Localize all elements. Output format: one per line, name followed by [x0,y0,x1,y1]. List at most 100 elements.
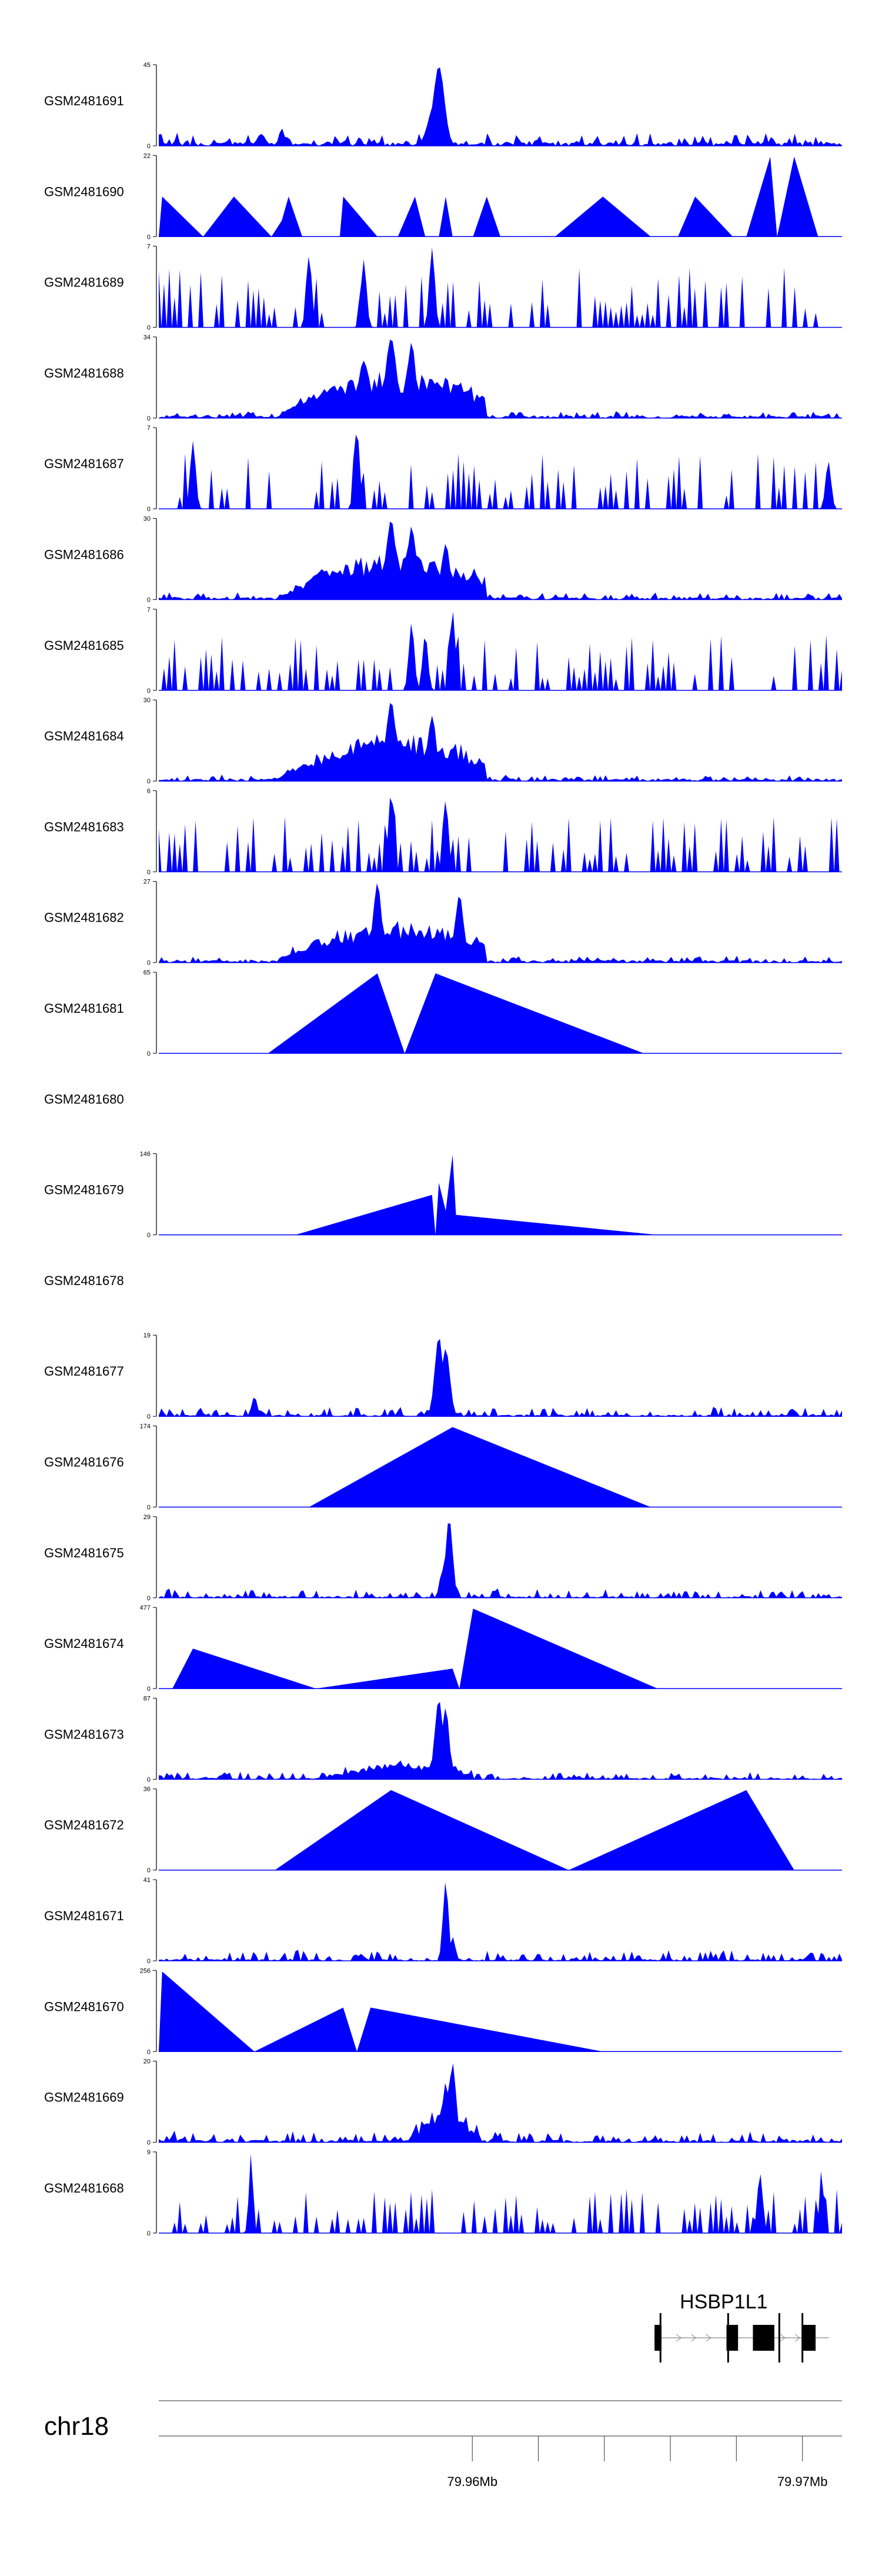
strand-arrow [780,2334,786,2342]
coverage-area [159,2063,842,2143]
y-min-label: 0 [147,778,151,785]
y-max-label: 30 [143,516,151,523]
y-max-label: 20 [143,2058,151,2066]
y-min-label: 0 [147,2140,151,2147]
coverage-area [159,2154,842,2233]
y-max-label: 477 [140,1604,151,1611]
y-max-label: 22 [143,152,151,159]
track-GSM2481671: GSM2481671 41 0 [44,1877,842,1965]
y-max-label: 256 [140,1967,151,1974]
y-min-label: 0 [147,143,151,150]
track-GSM2481688: GSM2481688 34 0 [44,334,842,422]
y-max-label: 7 [147,606,151,613]
exon-2 [726,2325,739,2351]
track-GSM2481674: GSM2481674 477 0 [44,1604,842,1693]
coverage-area [268,973,644,1053]
gene-annotation: HSBP1L1 [654,2291,829,2363]
coverage-area [159,521,842,600]
track-label: GSM2481687 [44,456,124,471]
track-GSM2481683: GSM2481683 6 0 [44,788,842,876]
track-label: GSM2481672 [44,1818,124,1833]
track-label: GSM2481673 [44,1727,124,1741]
track-GSM2481684: GSM2481684 30 0 [44,697,842,785]
y-min-label: 0 [147,869,151,876]
track-GSM2481691: GSM2481691 45 0 [44,62,842,150]
y-max-label: 87 [143,1695,151,1702]
track-GSM2481677: GSM2481677 19 0 [44,1332,842,1420]
coverage-area [159,1701,842,1780]
y-max-label: 30 [143,697,151,704]
y-max-label: 27 [143,879,151,886]
track-label: GSM2481681 [44,1001,124,1016]
y-min-label: 0 [147,415,151,422]
track-GSM2481676: GSM2481676 174 0 [44,1423,842,1511]
y-min-label: 0 [147,1232,151,1239]
track-GSM2481686: GSM2481686 30 0 [44,516,842,604]
track-label: GSM2481688 [44,366,124,381]
strand-arrow [706,2334,711,2342]
y-min-label: 0 [147,1776,151,1783]
strand-arrow [794,2334,801,2342]
strand-arrow [676,2334,681,2342]
y-max-label: 41 [143,1877,151,1884]
coverage-area [159,798,842,872]
y-min-label: 0 [147,1413,151,1420]
y-max-label: 174 [140,1423,151,1430]
track-GSM2481681: GSM2481681 65 0 [44,969,842,1057]
y-min-label: 0 [147,1595,151,1602]
track-label: GSM2481689 [44,275,124,290]
track-GSM2481673: GSM2481673 87 0 [44,1695,842,1783]
y-max-label: 36 [143,1786,151,1793]
track-label: GSM2481674 [44,1636,124,1651]
track-label: GSM2481683 [44,819,124,834]
track-label: GSM2481668 [44,2181,124,2195]
track-GSM2481669: GSM2481669 20 0 [44,2058,842,2147]
y-max-label: 29 [143,1514,151,1521]
track-label: GSM2481679 [44,1183,124,1197]
track-label: GSM2481682 [44,910,124,925]
axis-tick-label: 79.97Mb [777,2474,828,2489]
track-label: GSM2481686 [44,548,124,562]
track-label: GSM2481676 [44,1455,124,1470]
exon-4 [802,2325,816,2351]
y-min-label: 0 [147,233,151,241]
coverage-area [159,434,842,509]
track-GSM2481679: GSM2481679 146 0 [44,1151,842,1239]
track-GSM2481675: GSM2481675 29 0 [44,1514,842,1602]
track-GSM2481670: GSM2481670 256 0 [44,1967,842,2056]
track-label: GSM2481670 [44,1999,124,2014]
track-label: GSM2481675 [44,1546,124,1560]
gene-name: HSBP1L1 [680,2291,767,2313]
y-max-label: 7 [147,243,151,251]
track-GSM2481668: GSM2481668 9 0 [44,2149,842,2237]
y-max-label: 34 [143,334,151,341]
track-GSM2481690: GSM2481690 22 0 [44,152,842,241]
y-max-label: 6 [147,788,151,795]
y-min-label: 0 [147,1867,151,1874]
y-max-label: 7 [147,425,151,432]
coverage-area [295,1154,658,1235]
track-label: GSM2481691 [44,94,124,108]
track-label: GSM2481671 [44,1908,124,1923]
coverage-area [159,67,842,146]
coverage-area [309,1427,651,1507]
coverage-area [159,1339,842,1417]
y-min-label: 0 [147,1504,151,1511]
coverage-area [159,247,842,328]
track-label: GSM2481678 [44,1273,124,1288]
coverage-area [159,156,842,237]
y-min-label: 0 [147,688,151,695]
coverage-area [159,703,842,782]
y-max-label: 45 [143,62,151,69]
coverage-area [159,883,842,963]
track-GSM2481687: GSM2481687 7 0 [44,425,842,513]
coverage-area [172,1609,658,1689]
y-min-label: 0 [147,597,151,604]
track-GSM2481680: GSM2481680 [44,1092,124,1106]
chromosome-label: chr18 [44,2412,109,2441]
track-GSM2481689: GSM2481689 7 0 [44,243,842,332]
track-GSM2481685: GSM2481685 7 0 [44,606,842,695]
coverage-area [159,1882,842,1961]
exon-1 [654,2325,662,2351]
